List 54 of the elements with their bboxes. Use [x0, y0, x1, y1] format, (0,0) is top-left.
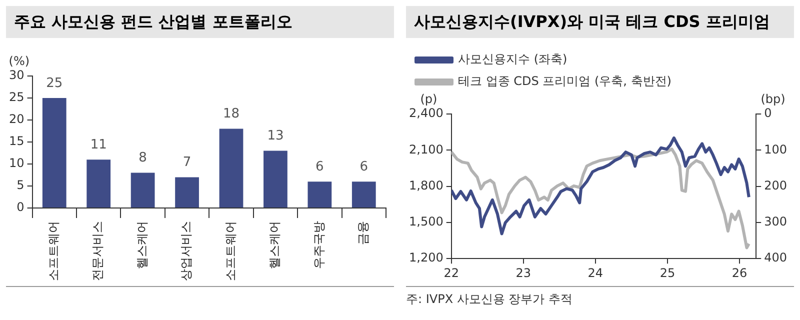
- data-label: 6: [316, 159, 324, 174]
- x-tick-label: 소프트웨어: [46, 221, 61, 281]
- bar: [42, 98, 66, 208]
- y-axis-title: (%): [8, 54, 30, 68]
- y-tick-label: 15: [8, 134, 24, 148]
- bar: [308, 182, 332, 208]
- y-tick-label: 1,200: [408, 250, 444, 265]
- x-tick-label: 23: [516, 266, 532, 280]
- x-tick-label: 25: [660, 266, 676, 280]
- y2-tick-label: 100: [764, 142, 787, 156]
- x-tick-label: 24: [588, 266, 604, 280]
- data-label: 18: [222, 106, 240, 122]
- y-axis-title: (p): [420, 92, 438, 106]
- bar: [130, 172, 155, 208]
- chart-title: 사모신용지수(IVPX)와 미국 테크 CDS 프리미엄: [406, 6, 794, 38]
- text: 주: IVPX 사모신용 장부가 추적: [406, 286, 794, 308]
- y2-tick-label: 400: [764, 250, 787, 265]
- x-tick-label: 소프트웨어: [223, 221, 238, 281]
- y-tick-label: 5: [16, 178, 24, 192]
- x-tick-label: 22: [444, 266, 459, 280]
- y-tick-label: 25: [8, 90, 24, 104]
- legend-label: 테크 업종 CDS 프리미엄 (우축, 축반전): [458, 74, 672, 88]
- y2-axis-title: (bp): [760, 92, 786, 106]
- x-tick-label: 금융: [356, 221, 370, 245]
- x-tick-label: 우주국방: [312, 221, 326, 269]
- y2-tick-label: 300: [764, 214, 787, 229]
- data-label: 13: [267, 128, 284, 144]
- bar: [86, 160, 111, 208]
- y-tick-label: 2,100: [408, 142, 444, 156]
- x-tick-label: 상업서비스: [179, 221, 194, 281]
- x-tick-label: 헬스케어: [134, 221, 149, 269]
- y2-tick-label: 200: [764, 178, 787, 192]
- data-label: 8: [138, 150, 147, 166]
- y2-tick-label: 0: [764, 106, 772, 120]
- bar: [352, 182, 376, 208]
- bar: [219, 128, 244, 208]
- data-label: 11: [90, 137, 107, 152]
- y-tick-label: 0: [16, 200, 24, 214]
- chart-title: 주요 사모신용 펀드 산업별 포트폴리오: [6, 6, 394, 38]
- x-tick-label: 전문서비스: [90, 221, 105, 281]
- data-label: 6: [360, 159, 368, 174]
- x-tick-label: 26: [732, 266, 748, 280]
- legend-label: 사모신용지수 (좌축): [458, 52, 568, 66]
- data-label: 7: [182, 155, 192, 170]
- y-tick-label: 30: [8, 68, 24, 82]
- y-tick-label: 10: [8, 156, 24, 170]
- y-tick-label: 2,400: [408, 106, 444, 120]
- y-tick-label: 1,800: [408, 178, 444, 192]
- data-label: 25: [46, 76, 63, 91]
- y-tick-label: 20: [8, 112, 24, 126]
- bar: [264, 150, 288, 208]
- y-tick-label: 1,500: [408, 214, 444, 229]
- bar: [175, 177, 199, 208]
- x-tick-label: 헬스케어: [268, 221, 282, 269]
